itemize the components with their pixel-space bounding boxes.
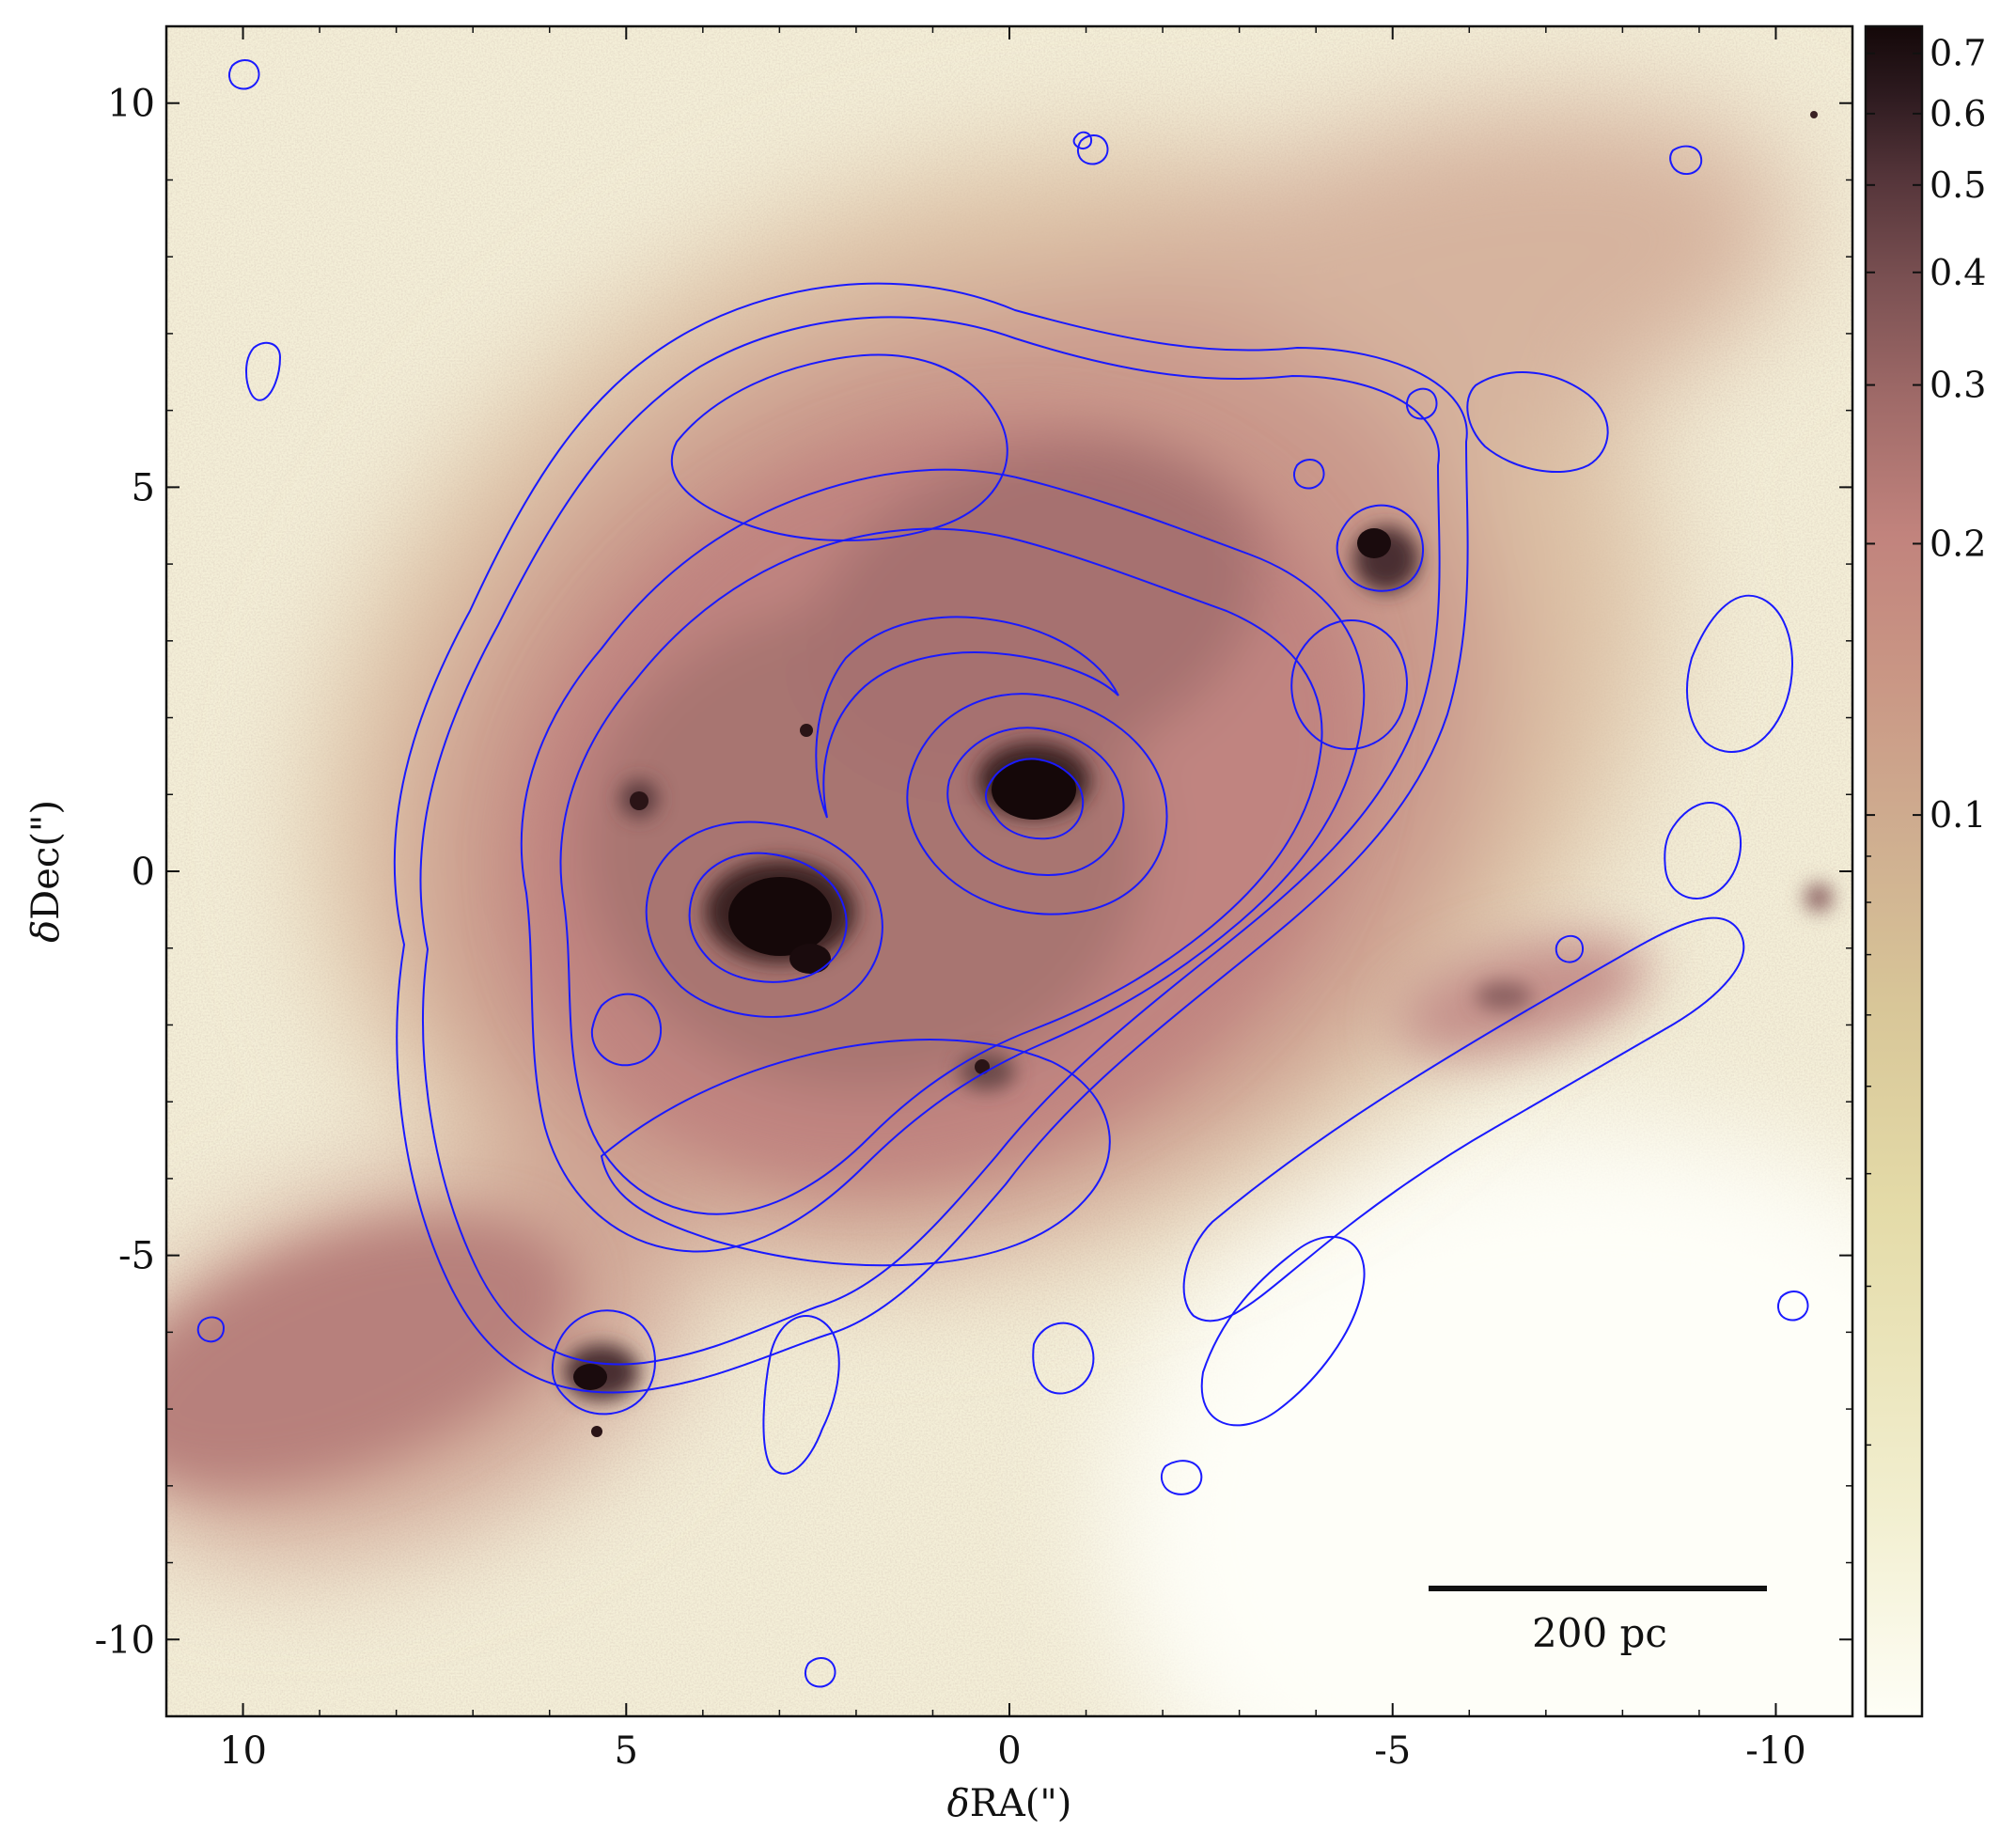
contour-small-9 (244, 341, 282, 401)
bright-knots (573, 111, 1818, 1437)
contour-mid-2 (559, 527, 1323, 1215)
contour-small-12 (1555, 934, 1585, 963)
contour-small-3 (1076, 134, 1109, 165)
contour-far-west (1686, 594, 1793, 753)
contour-se-knot (551, 1309, 656, 1416)
x-axis-label: δRA(") (947, 1782, 1072, 1825)
contour-knot-east-2 (688, 852, 848, 983)
y-ticks: 10 5 0 -5 -10 (95, 25, 1852, 1717)
contour-small-6 (1776, 1291, 1809, 1322)
scale-bar-label: 200 pc (1532, 1610, 1667, 1656)
contour-sw-filament-2 (1200, 1235, 1366, 1427)
x-tick-label: 0 (997, 1729, 1021, 1773)
contour-arm-south (600, 1039, 1111, 1267)
y-tick-label: -5 (118, 1235, 155, 1278)
y-tick-label: 5 (132, 466, 155, 509)
colorbar-tick-label: 0.3 (1930, 365, 1986, 406)
y-axis-label: δDec(") (24, 800, 68, 943)
scale-bar: 200 pc (1429, 1586, 1767, 1656)
colorbar-tick-label: 0.7 (1930, 33, 1986, 74)
contour-west-blob (1290, 619, 1408, 750)
contour-small-2 (1292, 459, 1325, 490)
y-tick-label: 0 (132, 851, 155, 894)
contour-nw-knot (1336, 504, 1424, 592)
y-tick-label: 10 (107, 83, 155, 126)
x-ticks: 10 5 0 -5 -10 (165, 26, 1853, 1773)
contour-outer-1 (393, 282, 1469, 1394)
contour-sw-blob (1032, 1322, 1095, 1395)
colorbar-tick-label: 0.4 (1930, 252, 1986, 293)
contour-small-1 (1405, 387, 1438, 420)
contour-small-5 (1669, 145, 1703, 175)
contour-arm-north (670, 353, 1008, 541)
y-tick-label: -10 (95, 1619, 155, 1662)
contour-nucleus-2 (946, 727, 1125, 876)
contour-nucleus-1 (906, 693, 1168, 915)
contour-south-tail (762, 1315, 840, 1475)
contours (196, 59, 1809, 1688)
contour-outer-2 (419, 316, 1441, 1366)
x-tick-label: -10 (1745, 1729, 1805, 1773)
x-tick-label: 5 (615, 1729, 638, 1773)
colorbar-ticks: 0.7 0.6 0.5 0.4 0.3 0.2 0.1 (1866, 33, 1986, 1447)
contour-small-4 (227, 59, 260, 90)
contour-nucleus-3 (984, 758, 1085, 840)
contour-small-8 (804, 1657, 836, 1688)
contour-small-7 (1160, 1460, 1203, 1495)
colorbar-tick-label: 0.2 (1930, 523, 1986, 564)
colorbar-tick-label: 0.5 (1930, 164, 1986, 206)
contour-knot-east-1 (645, 821, 883, 1018)
colorbar-tick-label: 0.1 (1930, 794, 1986, 836)
contour-mid-1 (520, 468, 1366, 1253)
contour-small-10 (196, 1316, 226, 1343)
colorbar-gradient (1864, 24, 1924, 1718)
image-panel (166, 26, 1852, 1716)
x-tick-label: 10 (219, 1729, 267, 1773)
contour-inner-ring (815, 616, 1119, 819)
colorbar-tick-label: 0.6 (1930, 93, 1986, 134)
colorbar: 0.7 0.6 0.5 0.4 0.3 0.2 0.1 (1864, 24, 1986, 1718)
contour-ne-loop (1466, 371, 1609, 474)
x-tick-label: -5 (1374, 1729, 1411, 1773)
contour-far-west-2 (1664, 802, 1743, 900)
contour-sw-filament-1 (1182, 916, 1745, 1322)
contour-east-blob (590, 993, 663, 1067)
contour-small-11 (1072, 131, 1093, 149)
